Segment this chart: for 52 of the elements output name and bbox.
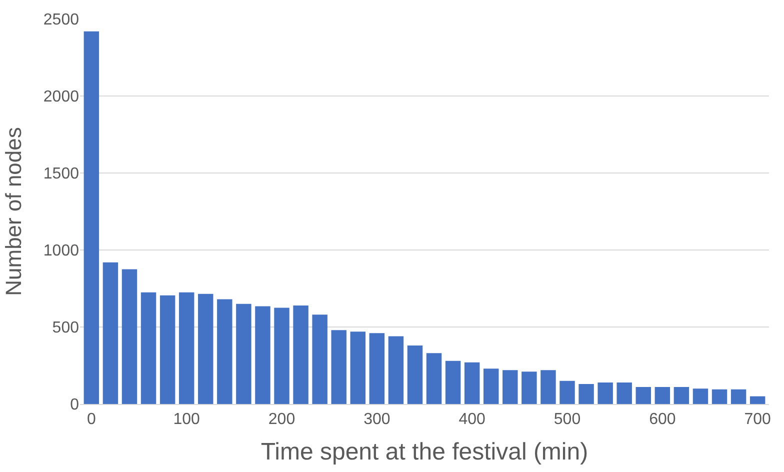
- y-tick-label: 2000: [43, 88, 80, 106]
- x-tick-label: 200: [268, 411, 296, 428]
- bar: [312, 314, 328, 404]
- bar: [407, 345, 423, 404]
- bar: [293, 305, 308, 404]
- bar: [730, 389, 746, 404]
- bar: [350, 332, 366, 404]
- y-tick-label: 500: [52, 320, 80, 337]
- bar: [522, 372, 537, 404]
- bar: [84, 31, 100, 404]
- bar: [160, 295, 176, 404]
- bar: [217, 299, 232, 404]
- bar: [255, 306, 270, 404]
- x-tick-label: 700: [744, 411, 772, 428]
- bar: [750, 396, 766, 404]
- bar: [102, 262, 118, 404]
- bar: [274, 308, 290, 404]
- bar: [674, 387, 690, 404]
- bar: [578, 384, 594, 404]
- bar: [236, 304, 252, 404]
- x-tick-label: 400: [458, 411, 486, 428]
- y-axis-title: Number of nodes: [1, 127, 26, 296]
- bar: [464, 362, 480, 404]
- x-tick-label: 100: [173, 411, 200, 428]
- bar: [140, 292, 156, 404]
- x-axis-title: Time spent at the festival (min): [260, 438, 588, 466]
- y-tick-label: 1000: [43, 242, 80, 260]
- bar: [540, 370, 556, 404]
- bar: [598, 382, 613, 404]
- x-tick-label: 300: [364, 411, 390, 428]
- bar: [388, 336, 404, 404]
- bar: [369, 333, 385, 404]
- bar: [712, 389, 728, 404]
- bar: [560, 380, 575, 404]
- x-tick-label: 500: [554, 411, 581, 428]
- bar: [122, 269, 138, 404]
- bar: [484, 368, 499, 404]
- bar: [692, 388, 708, 404]
- bar: [445, 360, 461, 404]
- bar: [636, 387, 651, 404]
- bar: [426, 353, 442, 404]
- y-tick-label: 1500: [43, 166, 80, 183]
- x-tick-label: 600: [649, 411, 676, 428]
- y-tick-label: 2500: [43, 12, 80, 29]
- bar: [331, 330, 346, 404]
- y-tick-label: 0: [70, 396, 80, 414]
- bar: [178, 292, 194, 404]
- bar: [616, 382, 632, 404]
- bar: [654, 387, 670, 404]
- x-tick-label: 0: [86, 411, 96, 428]
- bar: [198, 294, 214, 404]
- bar: [502, 370, 518, 404]
